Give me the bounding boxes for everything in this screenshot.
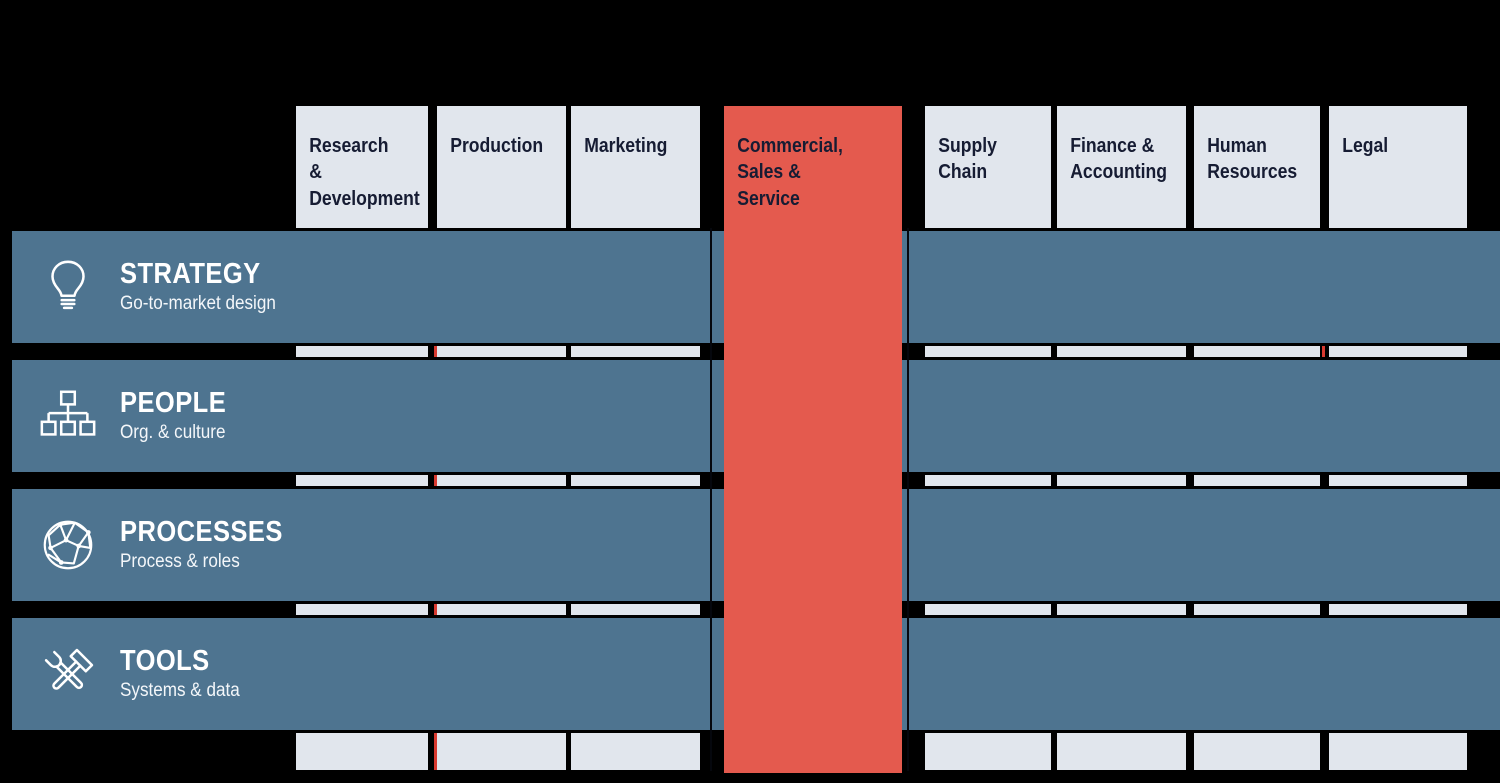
highlight-divider-line: [710, 228, 712, 771]
crossed-tools-icon: [37, 643, 99, 705]
column-commercial-sales-service: Commercial, Sales & Service: [724, 106, 902, 773]
org-chart-icon: [37, 385, 99, 447]
row-label-group: TOOLS Systems & data: [120, 646, 253, 701]
row-title: PEOPLE: [120, 387, 227, 420]
lightbulb-icon: [37, 256, 99, 318]
column-header-label: Commercial, Sales & Service: [737, 135, 843, 210]
red-accent-sliver: [434, 604, 437, 615]
column-header-label: Supply Chain: [938, 135, 997, 184]
row-label-group: PROCESSES Process & roles: [120, 517, 305, 572]
row-subtitle: Systems & data: [120, 679, 240, 701]
red-accent-sliver: [1322, 346, 1325, 357]
highlight-divider-line: [907, 228, 909, 771]
column-header-label: Finance & Accounting: [1070, 135, 1167, 184]
column-header-label: Research & Development: [309, 135, 420, 210]
red-accent-sliver: [434, 733, 437, 770]
row-subtitle: Org. & culture: [120, 421, 226, 443]
row-label-group: PEOPLE Org. & culture: [120, 388, 241, 443]
red-accent-sliver: [434, 346, 437, 357]
row-title: TOOLS: [120, 645, 210, 678]
row-subtitle: Process & roles: [120, 550, 240, 572]
row-title: STRATEGY: [120, 258, 261, 291]
column-header-label: Production: [450, 135, 544, 157]
column-header-label: Legal: [1342, 135, 1389, 157]
column-header-label: Marketing: [584, 135, 668, 157]
row-subtitle: Go-to-market design: [120, 292, 276, 314]
row-title: PROCESSES: [120, 516, 283, 549]
column-header-label: Human Resources: [1207, 135, 1298, 184]
network-globe-icon: [37, 514, 99, 576]
red-accent-sliver: [434, 475, 437, 486]
row-label-group: STRATEGY Go-to-market design: [120, 259, 293, 314]
